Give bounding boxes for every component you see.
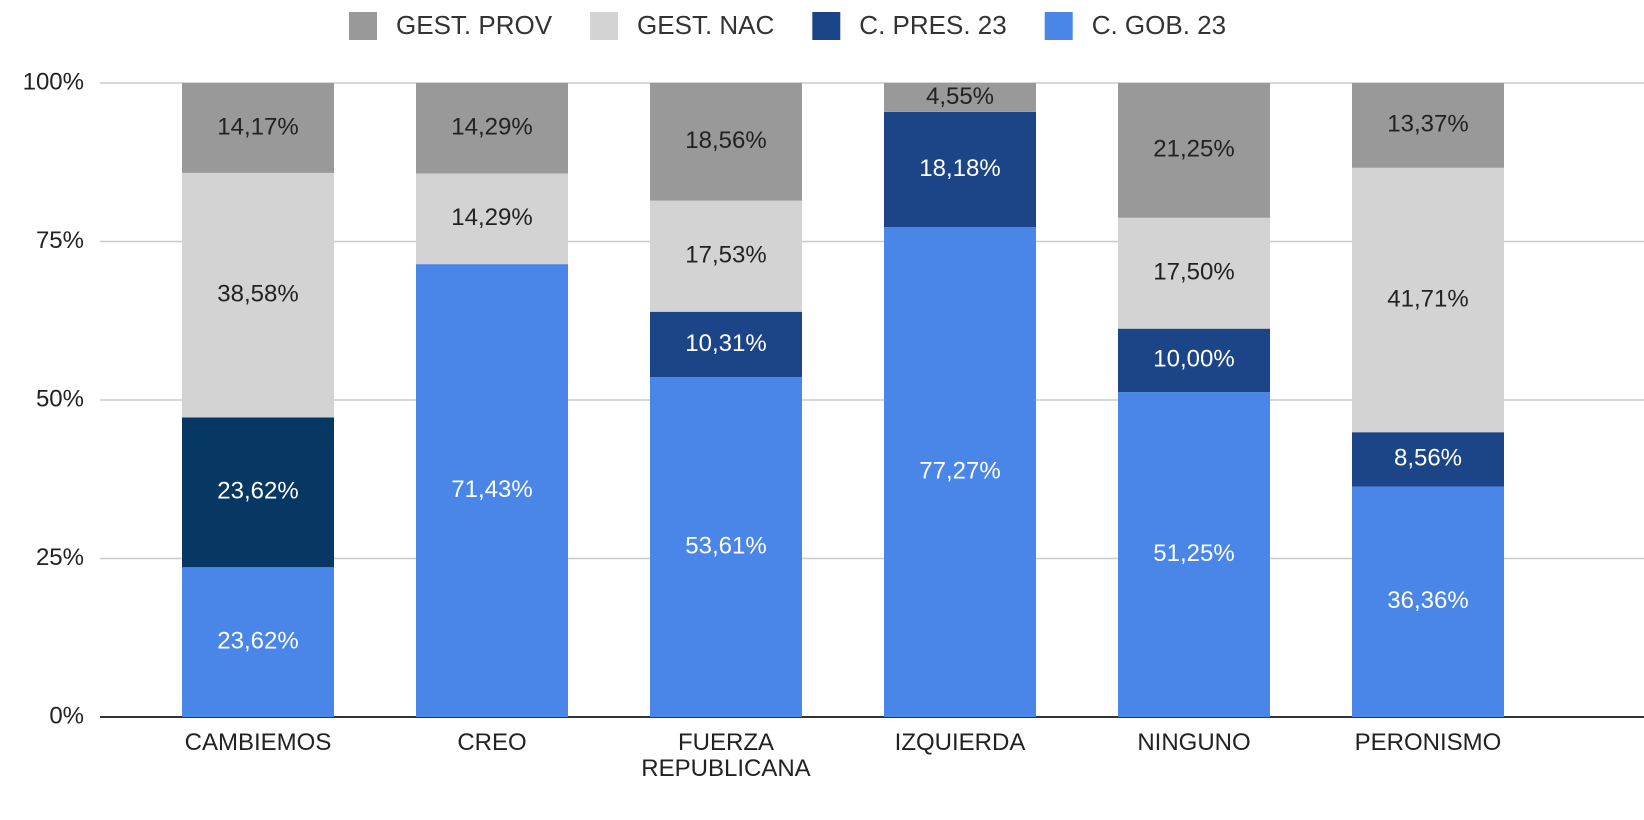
bar-segment xyxy=(416,264,568,717)
bar-segment xyxy=(884,227,1036,717)
legend-label: C. PRES. 23 xyxy=(859,10,1006,40)
x-tick-label: FUERZA REPUBLICANA xyxy=(641,729,811,782)
bar-segment xyxy=(1118,217,1270,329)
y-tick-label: 50% xyxy=(36,385,84,412)
data-label: 23,62% xyxy=(217,627,298,654)
data-label: 53,61% xyxy=(685,532,766,559)
bar-segment xyxy=(650,82,802,201)
bar-segment xyxy=(1352,486,1504,717)
data-label: 71,43% xyxy=(451,476,532,503)
legend-swatch xyxy=(349,12,377,40)
legend-swatch xyxy=(812,12,841,40)
data-label: 14,17% xyxy=(217,113,298,140)
bar-segment xyxy=(182,417,334,568)
bar-segment xyxy=(416,82,568,174)
bar-segment xyxy=(1352,167,1504,433)
bar-segment xyxy=(416,173,568,265)
x-tick-label: CAMBIEMOS xyxy=(184,729,332,756)
bar-segment xyxy=(182,567,334,717)
data-label: 14,29% xyxy=(451,114,532,141)
data-label: 51,25% xyxy=(1153,540,1234,567)
data-label: 8,56% xyxy=(1394,445,1462,472)
data-label: 10,00% xyxy=(1153,346,1234,373)
bar-segment xyxy=(884,111,1036,228)
bar-segment xyxy=(884,83,1036,112)
data-label: 23,62% xyxy=(217,478,298,505)
data-label: 17,50% xyxy=(1153,259,1234,286)
x-tick-label: PERONISMO xyxy=(1354,729,1502,756)
bar-segment xyxy=(1352,83,1504,168)
bar-segment xyxy=(1118,83,1270,218)
legend-swatch xyxy=(590,12,619,40)
data-label: 4,55% xyxy=(926,83,994,110)
x-tick-label: IZQUIERDA xyxy=(894,729,1026,756)
data-label: 14,29% xyxy=(451,204,532,231)
data-label: 18,56% xyxy=(685,127,766,154)
y-tick-label: 25% xyxy=(36,544,84,571)
legend-label: C. GOB. 23 xyxy=(1092,10,1226,40)
legend-label: GEST. PROV xyxy=(396,10,553,40)
data-label: 21,25% xyxy=(1153,136,1234,163)
legend-label: GEST. NAC xyxy=(637,10,774,40)
bar-segment xyxy=(650,311,802,378)
y-tick-label: 0% xyxy=(49,702,84,729)
bar-segment xyxy=(1118,328,1270,393)
y-tick-label: 75% xyxy=(36,227,84,254)
data-label: 18,18% xyxy=(919,155,1000,182)
data-label: 41,71% xyxy=(1387,285,1468,312)
bar-segment xyxy=(650,200,802,312)
bar-segment xyxy=(182,83,334,173)
legend-swatch xyxy=(1044,12,1073,40)
data-label: 13,37% xyxy=(1387,111,1468,138)
data-label: 17,53% xyxy=(685,242,766,269)
data-label: 77,27% xyxy=(919,457,1000,484)
bar-segment xyxy=(1118,392,1270,717)
y-tick-label: 100% xyxy=(23,68,84,95)
data-label: 36,36% xyxy=(1387,587,1468,614)
bar-segment xyxy=(1352,432,1504,487)
x-tick-label: NINGUNO xyxy=(1137,729,1251,756)
data-label: 10,31% xyxy=(685,330,766,357)
data-label: 38,58% xyxy=(217,281,298,308)
bar-segment xyxy=(182,172,334,418)
x-tick-label: CREO xyxy=(457,729,527,756)
bar-segment xyxy=(650,377,802,717)
